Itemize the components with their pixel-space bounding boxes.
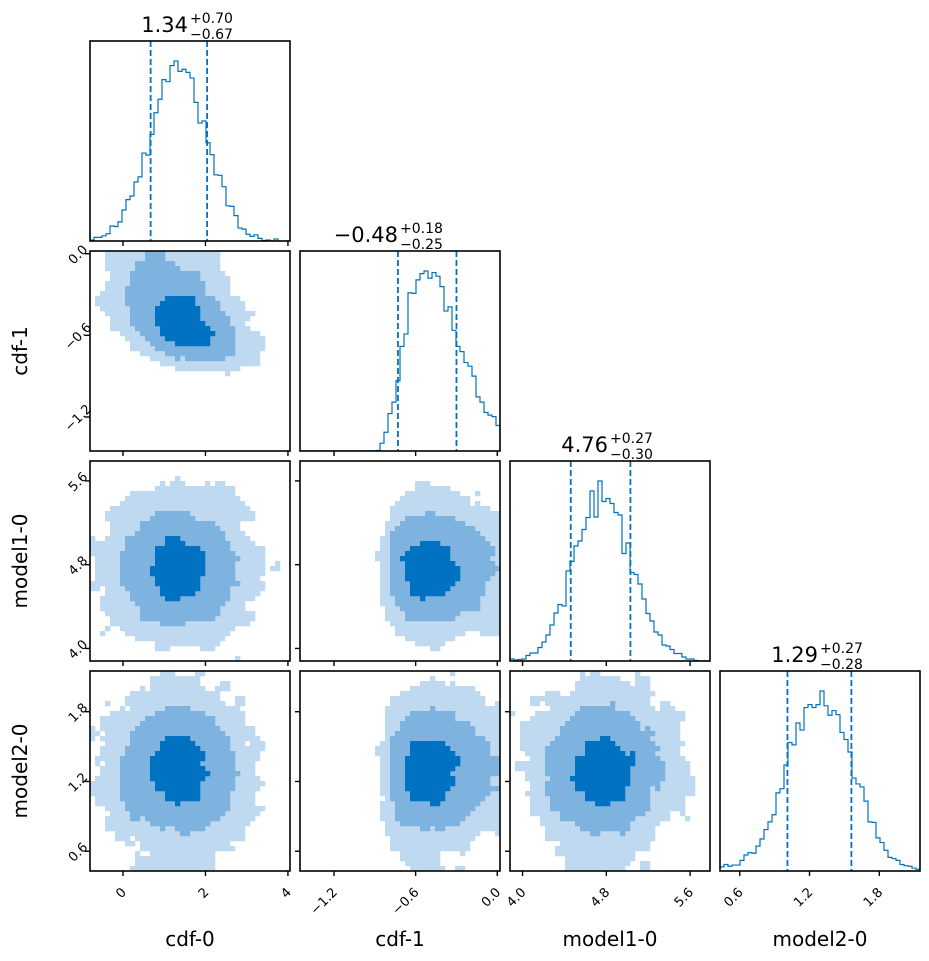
contour-panel-cdf-0-vs-model1-0: [90, 476, 281, 661]
histogram-panel-cdf-0: 1.34 +0.70−0.67: [90, 11, 290, 241]
panel-title-median: 1.29: [771, 643, 818, 667]
histogram-steps-cdf-1: [300, 270, 500, 451]
panel-frame: [299, 250, 501, 452]
histogram-steps-model2-0: [720, 690, 920, 871]
histogram-steps-model1-0: [510, 480, 710, 661]
y-axis-label-model2-0: model2-0: [8, 724, 32, 819]
panel-title-plus: +0.18: [400, 221, 443, 237]
contour-panel-cdf-1-vs-model2-0: [375, 671, 500, 871]
histogram-panel-model1-0: 4.76 +0.27−0.30: [510, 431, 710, 661]
density-inner-level: [155, 296, 216, 347]
panel-frame: [719, 670, 921, 872]
panel-frame: [89, 250, 291, 452]
panel-title-minus: −0.67: [190, 27, 233, 43]
x-tick-label: 0.0: [479, 885, 504, 910]
x-tick-label: 0.6: [721, 885, 746, 910]
panel-title-minus: −0.30: [610, 447, 653, 463]
y-tick-label: 4.8: [66, 554, 91, 579]
x-axis-label-cdf-1: cdf-1: [375, 927, 425, 951]
x-tick-label: 4.8: [588, 885, 613, 910]
panel-title-plus: +0.27: [610, 431, 653, 447]
x-tick-label: −1.2: [308, 885, 341, 918]
y-axis-label-model1-0: model1-0: [8, 514, 32, 609]
density-inner-level: [405, 741, 461, 807]
panel-title-plus: +0.70: [190, 11, 233, 27]
panel-title-plus: +0.27: [820, 641, 863, 657]
panel-frame: [299, 670, 501, 872]
x-tick-label: −0.6: [390, 885, 423, 918]
panel-frame: [89, 460, 291, 662]
histogram-steps-cdf-0: [90, 60, 290, 241]
panel-title-median: −0.48: [334, 223, 398, 247]
panel-frame: [509, 670, 711, 872]
x-tick-label: 4.0: [504, 885, 529, 910]
panel-title-minus: −0.28: [820, 657, 863, 673]
density-inner-level: [570, 736, 636, 807]
panel-frame: [299, 460, 501, 662]
contour-panel-cdf-0-vs-cdf-1: [95, 251, 266, 377]
x-tick-label: 2: [196, 885, 212, 901]
y-tick-label: 4.0: [66, 637, 91, 662]
panel-frame: [509, 460, 711, 662]
x-tick-label: 5.6: [672, 885, 697, 910]
panel-frame: [89, 40, 291, 242]
density-inner-level: [400, 541, 461, 602]
contour-panel-model1-0-vs-model2-0: [510, 671, 696, 871]
density-inner-level: [150, 536, 206, 602]
x-axis-label-cdf-0: cdf-0: [165, 927, 215, 951]
density-inner-level: [150, 736, 211, 807]
x-tick-label: 0: [113, 885, 129, 901]
y-tick-label: 5.6: [66, 470, 91, 495]
x-tick-label: 1.8: [861, 885, 886, 910]
y-tick-label: 1.2: [66, 770, 91, 795]
panel-frame: [89, 670, 291, 872]
y-tick-label: 0.6: [66, 840, 91, 865]
contour-panel-cdf-1-vs-model1-0: [375, 481, 500, 652]
x-axis-label-model2-0: model2-0: [773, 927, 868, 951]
y-tick-label: 1.8: [66, 701, 91, 726]
panel-title-median: 1.34: [141, 13, 188, 37]
y-tick-label: 0.0: [66, 243, 91, 268]
contour-panel-cdf-0-vs-model2-0: [90, 671, 266, 871]
histogram-panel-model2-0: 1.29 +0.27−0.28: [720, 641, 920, 871]
panel-title-minus: −0.25: [400, 237, 443, 253]
panel-title-median: 4.76: [561, 433, 608, 457]
x-tick-label: 1.2: [791, 885, 816, 910]
histogram-panel-cdf-1: −0.48 +0.18−0.25: [300, 221, 500, 451]
x-tick-label: 4: [278, 885, 294, 901]
y-axis-label-cdf-1: cdf-1: [8, 326, 32, 376]
x-axis-label-model1-0: model1-0: [563, 927, 658, 951]
